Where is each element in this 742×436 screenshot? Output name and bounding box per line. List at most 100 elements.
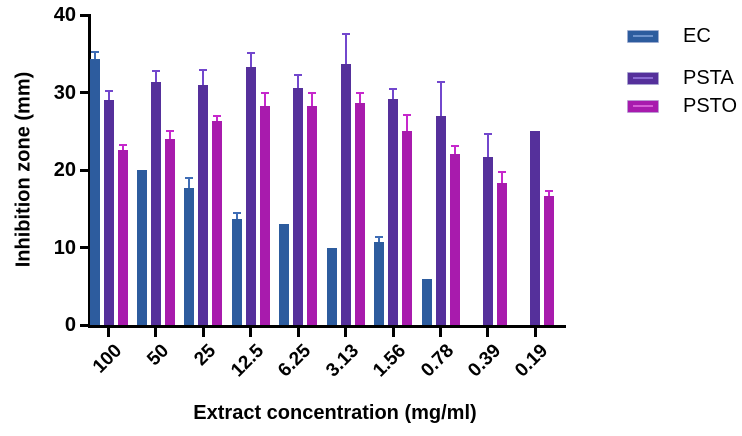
bar-PSTO-100 <box>117 149 128 325</box>
x-tick-50 <box>154 328 158 337</box>
errorbar-cap-PSTA-0.39 <box>483 133 492 136</box>
y-tick-label-0: 0 <box>64 314 76 336</box>
legend-errorline-PSTA <box>633 77 653 79</box>
bar-PSTO-0.78 <box>449 153 460 325</box>
errorbar-stem-PSTO-0.19 <box>548 190 551 197</box>
bar-PSTA-3.13 <box>340 63 351 325</box>
errorbar-stem-PSTO-1.56 <box>406 114 409 132</box>
errorbar-cap-PSTA-6.25 <box>294 74 303 77</box>
errorbar-stem-PSTA-0.78 <box>439 81 442 116</box>
errorbar-cap-EC-12.5 <box>232 212 241 215</box>
errorbar-cap-PSTO-0.78 <box>450 144 459 147</box>
errorbar-cap-PSTO-6.25 <box>308 92 317 95</box>
errorbar-cap-PSTO-1.56 <box>403 113 412 116</box>
bar-EC-1.56 <box>374 242 385 325</box>
errorbar-cap-PSTA-100 <box>104 89 113 92</box>
legend-swatch-PSTA <box>627 71 659 85</box>
errorbar-cap-EC-100 <box>90 51 99 54</box>
errorbar-stem-PSTO-0.78 <box>453 145 456 154</box>
bar-EC-6.25 <box>279 224 290 325</box>
errorbar-stem-PSTO-100 <box>121 145 124 150</box>
y-tick-label-40: 40 <box>53 4 76 26</box>
errorbar-stem-PSTO-6.25 <box>311 93 314 106</box>
errorbar-stem-PSTA-1.56 <box>392 89 395 100</box>
y-tick-40 <box>80 13 88 17</box>
errorbar-cap-EC-1.56 <box>375 236 384 239</box>
bar-EC-3.13 <box>326 247 337 325</box>
errorbar-stem-EC-100 <box>93 52 96 60</box>
x-axis-line <box>88 325 566 328</box>
bar-PSTA-50 <box>150 81 161 325</box>
y-tick-label-20: 20 <box>53 159 76 181</box>
errorbar-stem-EC-1.56 <box>378 237 381 243</box>
bar-PSTA-0.39 <box>482 156 493 325</box>
bar-EC-50 <box>136 170 147 325</box>
errorbar-cap-PSTO-0.39 <box>497 170 506 173</box>
errorbar-stem-EC-25 <box>188 177 191 188</box>
x-tick-100 <box>107 328 110 337</box>
x-axis-title: Extract concentration (mg/ml) <box>193 402 477 424</box>
errorbar-cap-PSTO-25 <box>213 114 222 117</box>
bar-PSTO-12.5 <box>259 105 270 325</box>
errorbar-stem-PSTO-0.39 <box>500 171 503 184</box>
legend-errorline-EC <box>633 35 653 37</box>
legend-label-EC: EC <box>683 25 711 47</box>
errorbar-stem-PSTO-12.5 <box>263 92 266 106</box>
bar-PSTO-50 <box>164 139 175 325</box>
errorbar-cap-EC-25 <box>185 176 194 179</box>
x-tick-6.25 <box>296 328 300 337</box>
errorbar-stem-PSTO-3.13 <box>358 93 361 104</box>
y-tick-label-30: 30 <box>53 81 76 104</box>
legend-errorline-PSTO <box>633 105 653 107</box>
legend-item-PSTA: PSTA <box>627 68 734 88</box>
legend: EC PSTA PSTO <box>627 0 742 130</box>
bar-PSTA-0.78 <box>435 115 446 325</box>
errorbar-stem-PSTA-25 <box>202 70 205 85</box>
errorbar-stem-PSTA-3.13 <box>344 33 347 64</box>
legend-swatch-EC <box>627 29 659 43</box>
bar-EC-100 <box>89 59 100 325</box>
errorbar-cap-PSTA-12.5 <box>246 51 255 54</box>
errorbar-cap-PSTA-0.78 <box>436 80 445 83</box>
errorbar-stem-EC-12.5 <box>235 213 238 219</box>
errorbar-cap-PSTO-0.19 <box>545 189 554 192</box>
y-tick-20 <box>80 168 88 172</box>
bar-PSTA-25 <box>198 84 209 325</box>
y-tick-30 <box>80 91 88 94</box>
errorbar-stem-PSTA-0.39 <box>486 134 489 157</box>
x-tick-0.78 <box>439 328 442 337</box>
errorbar-stem-PSTO-25 <box>216 115 219 122</box>
bar-PSTA-0.19 <box>530 131 541 325</box>
bar-PSTA-12.5 <box>245 66 256 325</box>
bar-EC-12.5 <box>231 218 242 325</box>
bar-PSTO-0.39 <box>496 183 507 325</box>
errorbar-cap-PSTO-100 <box>118 144 127 147</box>
x-tick-3.13 <box>344 328 348 337</box>
errorbar-cap-PSTA-3.13 <box>341 32 350 35</box>
x-tick-0.19 <box>533 328 537 337</box>
bar-EC-0.78 <box>421 278 432 325</box>
bar-PSTO-3.13 <box>354 103 365 325</box>
x-tick-label-100: 100 <box>88 340 126 378</box>
bar-EC-25 <box>184 187 195 325</box>
y-tick-0 <box>80 323 88 327</box>
x-tick-0.39 <box>486 328 490 337</box>
legend-swatch-PSTO <box>627 99 659 113</box>
bar-PSTO-0.19 <box>544 196 555 325</box>
errorbar-stem-PSTA-50 <box>154 70 157 82</box>
legend-item-PSTO: PSTO <box>627 96 737 116</box>
bar-PSTA-100 <box>103 100 114 325</box>
errorbar-cap-PSTO-50 <box>165 130 174 133</box>
errorbar-cap-PSTA-50 <box>151 69 160 72</box>
bar-PSTA-1.56 <box>388 99 399 325</box>
errorbar-cap-PSTA-1.56 <box>389 88 398 91</box>
y-axis-title: Inhibition zone (mm) <box>12 71 35 268</box>
bar-PSTA-6.25 <box>293 87 304 325</box>
y-tick-10 <box>80 246 88 249</box>
x-tick-25 <box>201 328 205 337</box>
errorbar-stem-PSTA-12.5 <box>249 52 252 67</box>
errorbar-stem-PSTO-50 <box>168 131 171 139</box>
legend-label-PSTA: PSTA <box>683 67 734 89</box>
errorbar-cap-PSTO-12.5 <box>260 91 269 94</box>
